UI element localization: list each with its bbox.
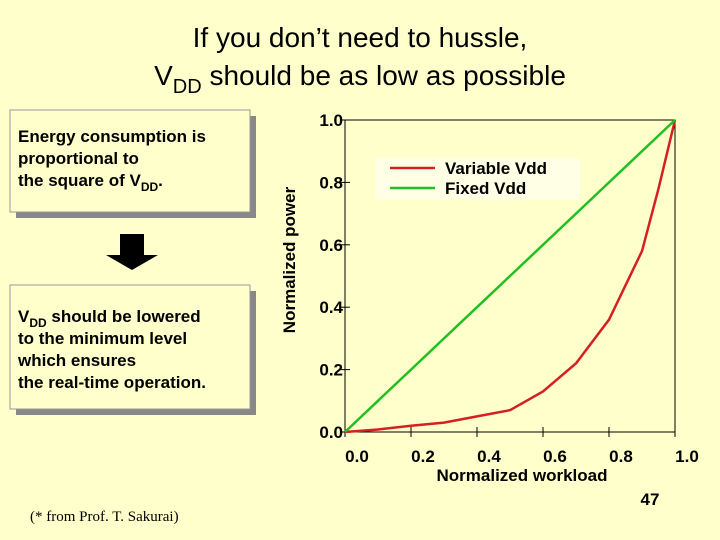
box-text: VDD should be lowered xyxy=(18,307,201,330)
y-tick-label: 0.4 xyxy=(319,298,343,317)
x-tick-label: 0.6 xyxy=(543,447,567,466)
y-axis-label: Normalized power xyxy=(280,186,299,333)
series-line xyxy=(344,119,676,433)
subscript: DD xyxy=(173,76,202,98)
x-tick-label: 0.8 xyxy=(609,447,633,466)
x-tick-label: 1.0 xyxy=(675,447,699,466)
box-text: which ensures xyxy=(17,351,136,370)
legend-label: Fixed Vdd xyxy=(445,179,526,198)
text-box xyxy=(9,109,251,213)
box-text: the square of V xyxy=(18,171,141,190)
x-tick-label: 0.4 xyxy=(477,447,501,466)
y-tick-label: 0.2 xyxy=(319,361,343,380)
subscript: DD xyxy=(29,316,47,330)
x-tick-label: 0.0 xyxy=(345,447,369,466)
title-text: V xyxy=(154,60,173,91)
title-line: VDD should be as low as possible xyxy=(154,60,566,98)
legend-label: Variable Vdd xyxy=(445,159,547,178)
y-tick-label: 0.0 xyxy=(319,423,343,442)
box-text: proportional to xyxy=(18,149,139,168)
box-text: should be lowered xyxy=(47,307,201,326)
y-tick-label: 1.0 xyxy=(319,111,343,130)
chart: 0.0 0.2 0.4 0.6 0.8 1.0 0.0 0.2 0.4 0.6 0.8 1.0 Norm… xyxy=(280,111,699,485)
plot-frame xyxy=(344,119,676,433)
legend-box xyxy=(375,158,580,200)
y-tick-label: 0.8 xyxy=(319,173,343,192)
text-box xyxy=(9,284,251,410)
x-axis-label: Normalized workload xyxy=(437,466,608,485)
x-tick-label: 0.2 xyxy=(411,447,435,466)
box-text: the real-time operation. xyxy=(18,373,206,392)
footnote: (* from Prof. T. Sakurai) xyxy=(30,509,179,525)
y-tick-label: 0.6 xyxy=(319,236,343,255)
subscript: DD xyxy=(141,180,159,194)
series-line xyxy=(344,119,677,434)
box-text: Energy consumption is xyxy=(18,127,206,146)
down-arrow xyxy=(106,234,158,270)
box-text: to the minimum level xyxy=(18,329,187,348)
box-text: the square of VDD. xyxy=(18,171,163,194)
page-number: 47 xyxy=(641,490,660,509)
title-text: should be as low as possible xyxy=(202,60,566,91)
box-text: . xyxy=(158,171,163,190)
title-line: If you don’t need to hussle, xyxy=(193,22,528,53)
box-text: V xyxy=(18,307,30,326)
